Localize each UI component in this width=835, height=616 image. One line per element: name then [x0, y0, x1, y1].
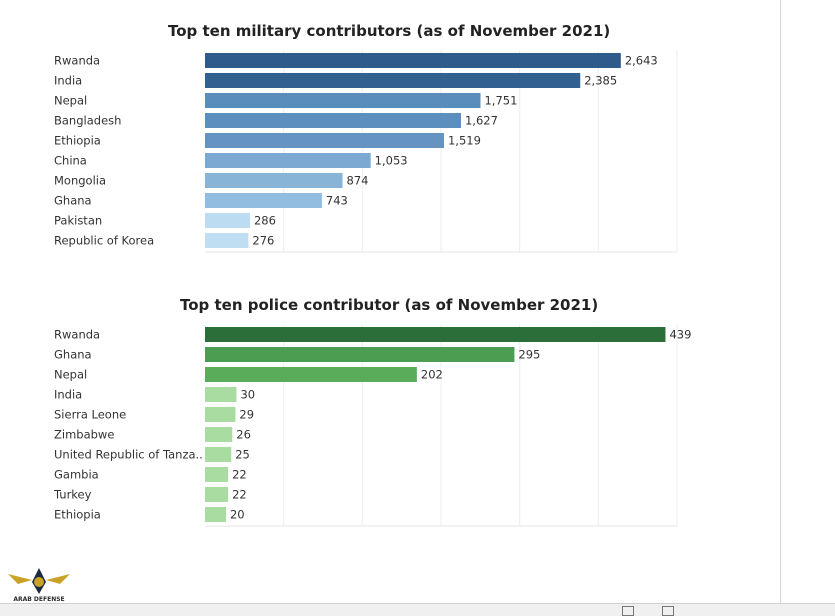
military-category-label: Rwanda [54, 54, 100, 68]
police-value-label: 295 [518, 348, 540, 362]
police-value-label: 439 [669, 328, 691, 342]
military-value-label: 1,751 [484, 94, 517, 108]
police-chart-title: Top ten police contributor (as of Novemb… [180, 296, 599, 314]
military-bar[interactable] [205, 73, 581, 88]
military-bar[interactable] [205, 53, 621, 68]
police-value-label: 22 [232, 468, 247, 482]
police-bar[interactable] [205, 367, 417, 382]
police-category-label: Gambia [54, 468, 99, 482]
police-value-label: 25 [235, 448, 250, 462]
police-bar[interactable] [205, 487, 229, 502]
panel-divider [780, 0, 781, 603]
military-chart-title: Top ten military contributors (as of Nov… [168, 22, 611, 40]
military-category-label: Mongolia [54, 174, 106, 188]
military-value-label: 1,627 [465, 114, 498, 128]
police-value-label: 29 [239, 408, 254, 422]
police-category-label: India [54, 388, 82, 402]
police-bar[interactable] [205, 407, 236, 422]
military-category-label: Ethiopia [54, 134, 101, 148]
police-category-label: Zimbabwe [54, 428, 114, 442]
police-category-label: Nepal [54, 368, 87, 382]
military-value-label: 1,519 [448, 134, 481, 148]
military-value-label: 2,643 [625, 54, 658, 68]
police-category-label: United Republic of Tanza.. [54, 448, 203, 462]
military-value-label: 2,385 [584, 74, 617, 88]
military-category-label: Bangladesh [54, 114, 121, 128]
police-value-label: 26 [236, 428, 251, 442]
police-value-label: 202 [421, 368, 443, 382]
police-bar[interactable] [205, 327, 666, 342]
police-value-label: 22 [232, 488, 247, 502]
military-category-label: Nepal [54, 94, 87, 108]
military-bar[interactable] [205, 193, 322, 208]
eagle-logo-icon [8, 568, 70, 594]
military-category-label: China [54, 154, 87, 168]
police-category-label: Ethiopia [54, 508, 101, 522]
police-bar[interactable] [205, 387, 237, 402]
military-category-label: Pakistan [54, 214, 102, 228]
police-category-label: Turkey [53, 488, 92, 502]
military-contributors-chart: Rwanda 2,643 India 2,385 Nepal 1,751 Banglades… [54, 50, 678, 253]
police-contributors-chart: Rwanda 439 Ghana 295 Nepal 202 India 30 Sierra L… [53, 324, 691, 527]
military-bar[interactable] [205, 233, 249, 248]
military-bar[interactable] [205, 153, 371, 168]
police-value-label: 30 [240, 388, 255, 402]
military-bar[interactable] [205, 93, 481, 108]
police-category-label: Sierra Leone [54, 408, 126, 422]
military-bar[interactable] [205, 133, 444, 148]
military-value-label: 286 [254, 214, 276, 228]
military-bar[interactable] [205, 173, 343, 188]
police-category-label: Ghana [54, 348, 92, 362]
military-value-label: 874 [347, 174, 369, 188]
military-value-label: 276 [252, 234, 274, 248]
police-category-label: Rwanda [54, 328, 100, 342]
bottom-toolbar [0, 603, 835, 616]
police-bar[interactable] [205, 347, 515, 362]
military-category-label: Republic of Korea [54, 234, 154, 248]
military-category-label: Ghana [54, 194, 92, 208]
police-bar[interactable] [205, 467, 229, 482]
police-bar[interactable] [205, 507, 226, 522]
military-category-label: India [54, 74, 82, 88]
military-value-label: 743 [326, 194, 348, 208]
military-bar[interactable] [205, 213, 250, 228]
military-bar[interactable] [205, 113, 461, 128]
police-value-label: 20 [230, 508, 245, 522]
dashboard-page: Top ten military contributors (as of Nov… [53, 22, 692, 527]
police-bar[interactable] [205, 447, 232, 462]
military-value-label: 1,053 [375, 154, 408, 168]
police-bar[interactable] [205, 427, 233, 442]
